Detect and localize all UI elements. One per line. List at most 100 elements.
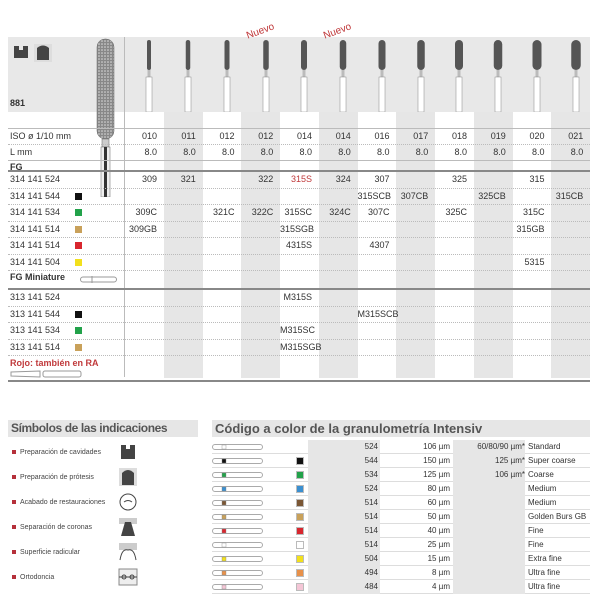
product-reference[interactable]: 309 [141, 174, 157, 184]
iso-value: 014 [335, 131, 351, 141]
product-reference[interactable]: 4315S [285, 240, 312, 250]
length-value: 8.0 [493, 147, 506, 157]
grit-grade: Fine [528, 526, 544, 535]
grit-size: 40 µm [427, 526, 450, 535]
grit-color-swatch [75, 192, 82, 200]
grit-alt-size: 106 µm* [495, 470, 525, 479]
grit-color-swatch [296, 499, 304, 507]
granulometry-row: 524 80 µm Medium [212, 482, 590, 496]
product-reference[interactable]: 322C [251, 207, 274, 217]
shank-color-icon [212, 472, 263, 478]
crown-separation-icon [119, 518, 137, 536]
iso-value: 012 [258, 131, 274, 141]
granulometry-title: Código a color de la granulometría Inten… [212, 420, 590, 437]
bur-image [532, 40, 542, 112]
product-reference[interactable]: M315SGB [280, 341, 322, 352]
product-reference[interactable]: 307CB [400, 190, 429, 201]
product-reference[interactable]: 309C [135, 207, 157, 217]
iso-value: 019 [490, 131, 506, 141]
product-reference[interactable]: 315SC [284, 207, 312, 217]
iso-value: 014 [296, 131, 312, 141]
grit-code: 534 [364, 470, 378, 479]
grit-color-swatch [75, 327, 82, 334]
product-reference[interactable]: 315C [522, 207, 545, 217]
grit-grade: Super coarse [528, 456, 576, 465]
bullet-icon [12, 450, 16, 455]
product-reference[interactable]: 325 [451, 174, 467, 184]
shank-color-icon [212, 556, 263, 562]
bullet-icon [12, 550, 16, 555]
grit-code: 524 [364, 442, 378, 451]
orthodontics-icon [118, 568, 138, 586]
product-reference[interactable]: 4307 [369, 240, 390, 250]
grit-size: 125 µm [423, 470, 450, 479]
shank-color-icon [212, 500, 263, 506]
shank-color-icon [212, 570, 263, 576]
length-value: 8.0 [570, 147, 584, 157]
cavity-preparation-icon [121, 445, 135, 459]
column-divider [124, 37, 125, 377]
product-reference[interactable]: M315SC [280, 325, 316, 335]
grit-color-swatch [75, 242, 82, 249]
column-shade [318, 112, 358, 378]
grit-size: 4 µm [432, 582, 450, 591]
bur-image [146, 40, 153, 112]
iso-value: 020 [529, 131, 545, 141]
granulometry-row: 504 15 µm Extra fine [212, 552, 590, 566]
product-reference[interactable]: M315S [283, 292, 312, 302]
bullet-icon [12, 525, 16, 530]
indications-title: Símbolos de las indicaciones [8, 420, 198, 437]
length-value: 8.0 [376, 147, 390, 157]
product-reference[interactable]: 315GB [516, 223, 545, 234]
product-reference[interactable]: 315SGB [280, 223, 315, 234]
granulometry-row: 514 40 µm Fine [212, 524, 590, 538]
product-reference[interactable]: 322 [258, 174, 274, 184]
order-number: 313 141 524 [10, 292, 61, 302]
iso-value: 021 [568, 131, 584, 141]
product-reference[interactable]: 321C [212, 207, 235, 217]
granulometry-row: 524 106 µm 60/80/90 µm* Standard [212, 440, 590, 454]
product-reference[interactable]: 324C [329, 207, 351, 217]
restoration-finishing-icon [119, 493, 137, 511]
indication-item: Preparación de prótesis [12, 474, 94, 481]
product-reference[interactable]: 325C [445, 207, 467, 217]
indication-item: Separación de coronas [12, 524, 92, 531]
product-reference[interactable]: 321 [180, 174, 196, 184]
grit-grade: Medium [528, 484, 557, 493]
granulometry-row: 544 150 µm 125 µm* Super coarse [212, 454, 590, 468]
grit-code: 514 [364, 540, 378, 549]
product-reference[interactable]: M315SCB [357, 308, 399, 319]
product-reference[interactable]: 307 [374, 174, 390, 184]
grit-code: 514 [364, 498, 378, 507]
order-number: 313 141 534 [10, 325, 61, 335]
order-number: 314 141 514 [10, 223, 61, 234]
granulometry-row: 514 50 µm Golden Burs GB [212, 510, 590, 524]
product-reference[interactable]: 315CB [555, 190, 584, 201]
length-value: 8.0 [338, 147, 351, 157]
grit-code: 504 [364, 554, 378, 563]
length-value: 8.0 [183, 147, 196, 157]
bullet-icon [12, 475, 16, 480]
length-value: 8.0 [260, 147, 274, 157]
fg-label: FG [10, 162, 23, 172]
order-number: 314 141 544 [10, 190, 61, 201]
product-reference[interactable]: 309GB [128, 223, 157, 234]
product-reference[interactable]: 315 [529, 174, 545, 184]
grit-alt-size: 60/80/90 µm* [477, 442, 525, 451]
grit-size: 60 µm [427, 498, 450, 507]
product-reference[interactable]: 315S [290, 174, 312, 184]
grit-code: 524 [364, 484, 378, 493]
order-number: 314 141 514 [10, 240, 61, 250]
grit-alt-size: 125 µm* [495, 456, 525, 465]
product-reference[interactable]: 315SCB [357, 190, 392, 201]
column-shade [163, 112, 203, 378]
grit-code: 484 [364, 582, 378, 591]
product-reference[interactable]: 325CB [478, 190, 506, 201]
bur-image [223, 40, 231, 112]
grit-size: 50 µm [427, 512, 450, 521]
product-reference[interactable]: 5315 [524, 256, 545, 267]
iso-value: 018 [451, 131, 467, 141]
grit-color-swatch [296, 513, 304, 521]
product-reference[interactable]: 324 [335, 174, 351, 184]
product-reference[interactable]: 307C [367, 207, 390, 217]
